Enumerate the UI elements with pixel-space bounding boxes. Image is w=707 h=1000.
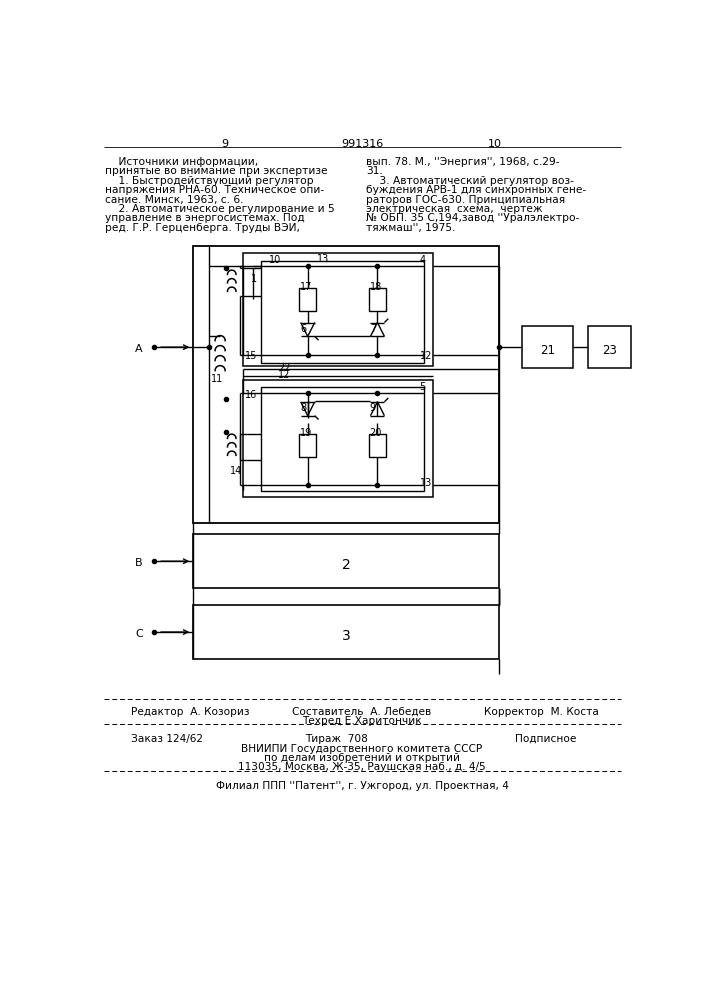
Text: № ОБП. 35 С,194,завод ''Уралэлектро-: № ОБП. 35 С,194,завод ''Уралэлектро- (366, 213, 579, 223)
Bar (588, 326, 631, 368)
Bar (193, 605, 499, 659)
Bar (261, 387, 424, 491)
Text: электрическая  схема,  чертеж: электрическая схема, чертеж (366, 204, 542, 214)
Bar (522, 326, 573, 368)
Text: 19: 19 (300, 428, 312, 438)
Text: по делам изобретений и открытий: по делам изобретений и открытий (264, 753, 460, 763)
Text: тяжмаш'', 1975.: тяжмаш'', 1975. (366, 223, 455, 233)
Text: 31.: 31. (366, 166, 382, 176)
Text: Корректор  М. Коста: Корректор М. Коста (484, 707, 599, 717)
Bar (243, 380, 433, 497)
Text: 22: 22 (279, 363, 291, 373)
Text: С: С (135, 629, 143, 639)
Text: 13: 13 (420, 478, 432, 488)
Text: 9: 9 (221, 139, 228, 149)
Bar (193, 534, 499, 588)
Text: сание. Минск, 1963, с. 6.: сание. Минск, 1963, с. 6. (105, 195, 244, 205)
Text: напряжения РНА-60. Техническое опи-: напряжения РНА-60. Техническое опи- (105, 185, 325, 195)
Text: 14: 14 (230, 466, 243, 477)
Text: буждения АРВ-1 для синхронных гене-: буждения АРВ-1 для синхронных гене- (366, 185, 586, 195)
Text: Составитель  А. Лебедев: Составитель А. Лебедев (292, 707, 431, 717)
Text: Подписное: Подписное (515, 734, 576, 744)
Text: 21: 21 (540, 344, 555, 357)
Text: 10: 10 (489, 139, 502, 149)
Bar (243, 253, 433, 366)
Text: 6: 6 (300, 324, 306, 334)
Text: А: А (135, 344, 143, 354)
Text: 5: 5 (419, 382, 426, 392)
Text: 7: 7 (370, 324, 376, 334)
Text: 3. Автоматический регулятор воз-: 3. Автоматический регулятор воз- (366, 176, 574, 186)
Text: Редактор  А. Козориз: Редактор А. Козориз (131, 707, 250, 717)
Bar (299, 288, 316, 311)
Text: 12: 12 (279, 370, 291, 380)
Text: 20: 20 (370, 428, 382, 438)
Text: Филиал ППП ''Патент'', г. Ужгород, ул. Проектная, 4: Филиал ППП ''Патент'', г. Ужгород, ул. П… (216, 781, 508, 791)
Text: принятые во внимание при экспертизе: принятые во внимание при экспертизе (105, 166, 328, 176)
Bar (369, 288, 386, 311)
Text: 4: 4 (419, 255, 426, 265)
Text: 1: 1 (251, 274, 257, 284)
Bar (261, 261, 424, 363)
Text: Техред Е.Харитончик: Техред Е.Харитончик (302, 716, 422, 726)
Text: 113035, Москва, Ж-35, Раушская наб., д. 4/5: 113035, Москва, Ж-35, Раушская наб., д. … (238, 762, 486, 772)
Text: 1. Быстродействующий регулятор: 1. Быстродействующий регулятор (105, 176, 314, 186)
Text: 2. Автоматическое регулирование и 5: 2. Автоматическое регулирование и 5 (105, 204, 335, 214)
Text: Источники информации,: Источники информации, (105, 157, 259, 167)
Text: 8: 8 (300, 403, 306, 413)
Text: ред. Г.Р. Герценберга. Труды ВЭИ,: ред. Г.Р. Герценберга. Труды ВЭИ, (105, 223, 300, 233)
Text: раторов ГОС-630. Принципиальная: раторов ГОС-630. Принципиальная (366, 195, 565, 205)
Bar (299, 434, 316, 457)
Text: 16: 16 (245, 389, 257, 399)
Text: 23: 23 (602, 344, 617, 357)
Text: Заказ 124/62: Заказ 124/62 (131, 734, 203, 744)
Bar (369, 434, 386, 457)
Text: 17: 17 (300, 282, 312, 292)
Text: 11: 11 (211, 374, 223, 384)
Text: Тираж  708: Тираж 708 (305, 734, 368, 744)
Text: вып. 78. М., ''Энергия'', 1968, с.29-: вып. 78. М., ''Энергия'', 1968, с.29- (366, 157, 559, 167)
Text: 9: 9 (370, 403, 376, 413)
Text: 12: 12 (420, 351, 433, 361)
Text: 18: 18 (370, 282, 382, 292)
Text: В: В (135, 558, 143, 568)
Text: 15: 15 (245, 351, 257, 361)
Text: 13: 13 (317, 254, 329, 264)
Text: 2: 2 (341, 558, 351, 572)
Text: 991316: 991316 (341, 139, 383, 149)
Text: ВНИИПИ Государственного комитета СССР: ВНИИПИ Государственного комитета СССР (241, 744, 483, 754)
Bar (193, 246, 499, 523)
Text: 3: 3 (341, 629, 351, 643)
Text: 10: 10 (269, 255, 281, 265)
Text: управление в энергосистемах. Под: управление в энергосистемах. Под (105, 213, 305, 223)
